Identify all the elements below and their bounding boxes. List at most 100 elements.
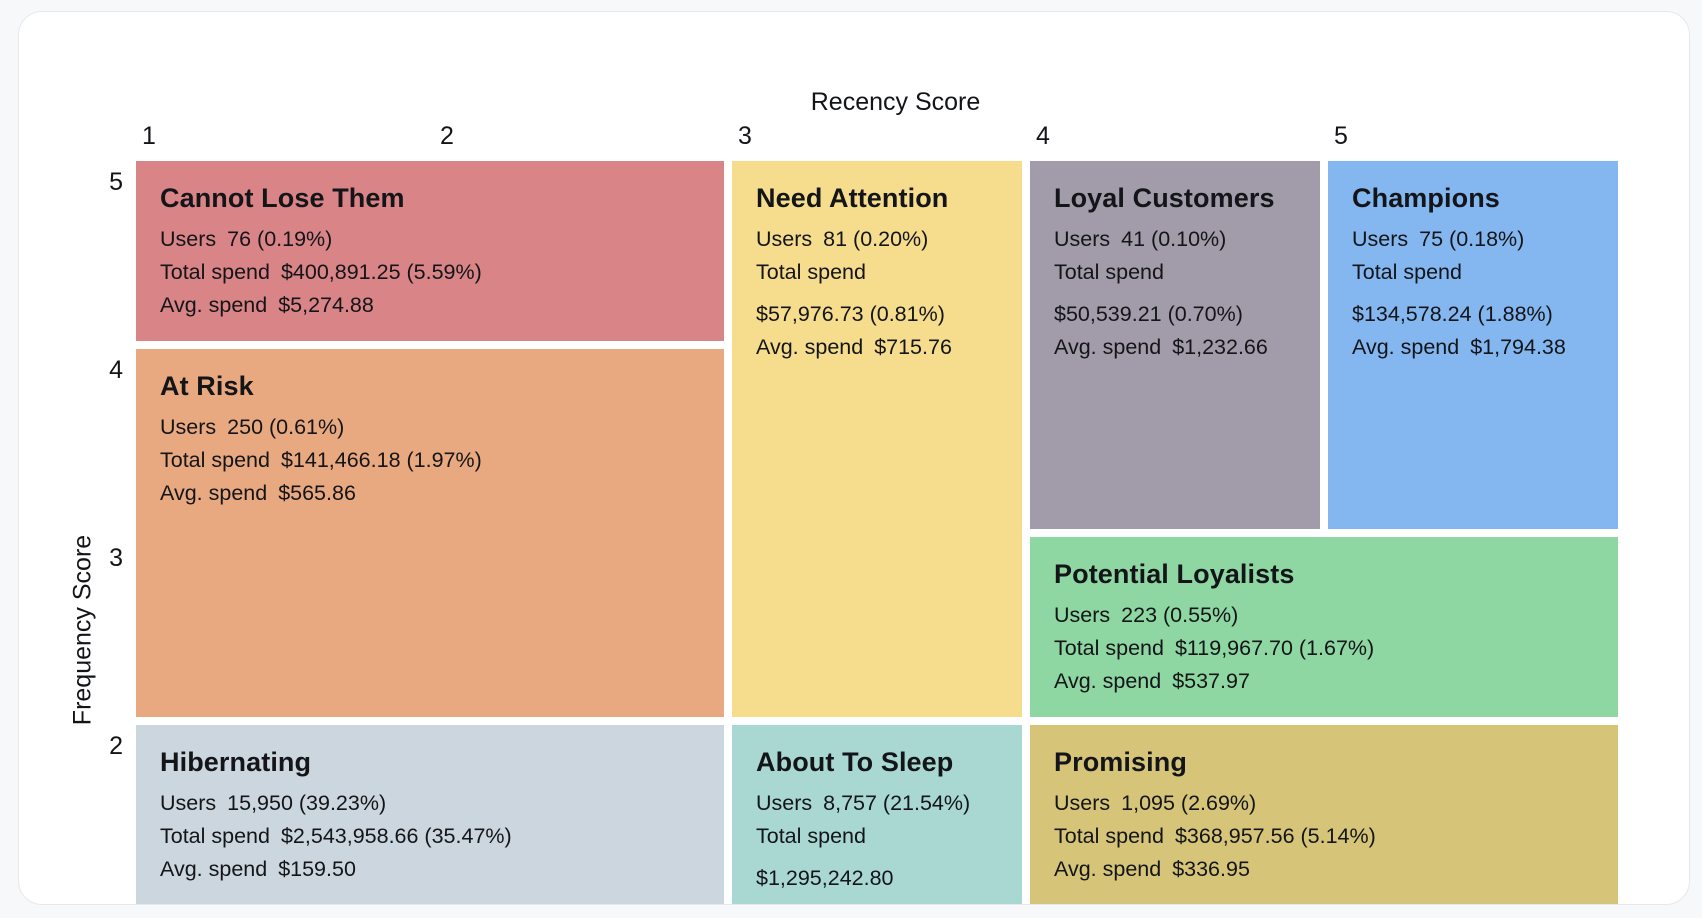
stat-total_spend-label-row: Total spend — [1352, 256, 1594, 289]
stat-value: $119,967.70 (1.67%) — [1174, 636, 1375, 660]
stat-total_spend-label-row: Total spend — [756, 820, 998, 853]
stat-value: $715.76 — [874, 335, 952, 359]
stat-value: $368,957.56 (5.14%) — [1174, 824, 1376, 848]
y-tick: 5 — [109, 168, 123, 196]
stat-value: 81 (0.20%) — [823, 227, 929, 251]
segment-title: Cannot Lose Them — [160, 183, 405, 213]
stat-value: 41 (0.10%) — [1121, 227, 1227, 251]
segment-title: Need Attention — [756, 183, 949, 213]
stat-label: Users — [1054, 227, 1111, 251]
x-tick: 2 — [440, 122, 454, 150]
stat-avg_spend-row: Avg. spend $537.97 — [1054, 665, 1594, 698]
segment-hibernating[interactable]: Hibernating Users 15,950 (39.23%) Total spe… — [136, 725, 724, 904]
segment-cannot-lose-them[interactable]: Cannot Lose Them Users 76 (0.19%) Total spe… — [136, 161, 724, 341]
stat-label: Users — [756, 227, 813, 251]
stat-users-row: Users 8,757 (21.54%) — [756, 787, 998, 820]
stat-value: $1,295,242.80 — [756, 866, 894, 890]
segment-potential-loyalists[interactable]: Potential Loyalists Users 223 (0.55%) Total… — [1030, 537, 1618, 717]
segment-title: Loyal Customers — [1054, 183, 1275, 213]
stat-total_spend-row: Total spend $400,891.25 (5.59%) — [160, 256, 700, 289]
segment-title: About To Sleep — [756, 747, 954, 777]
segment-at-risk[interactable]: At Risk Users 250 (0.61%) Total spend $141,4… — [136, 349, 724, 717]
stat-users-row: Users 81 (0.20%) — [756, 223, 998, 256]
stat-label: Total spend — [1054, 824, 1164, 848]
stat-label: Total spend — [756, 824, 866, 848]
stat-value: $2,543,958.66 (35.47%) — [280, 824, 512, 848]
stat-total_spend-label-row: Total spend — [1054, 256, 1296, 289]
x-tick: 1 — [142, 122, 156, 150]
y-tick: 3 — [109, 544, 123, 572]
stat-value: $1,232.66 — [1172, 335, 1268, 359]
stat-label: Avg. spend — [756, 335, 864, 359]
stat-label: Total spend — [756, 260, 866, 284]
stat-value: $159.50 — [278, 857, 356, 881]
stat-value: $565.86 — [278, 481, 356, 505]
stat-avg_spend-row: Avg. spend $1,794.38 — [1352, 331, 1594, 364]
stat-value: $336.95 — [1172, 857, 1250, 881]
stat-label: Total spend — [160, 824, 270, 848]
segment-title: Promising — [1054, 747, 1187, 777]
stat-value: 76 (0.19%) — [227, 227, 333, 251]
segment-need-attention[interactable]: Need Attention Users 81 (0.20%) Total spend… — [732, 161, 1022, 717]
y-tick: 2 — [109, 732, 123, 760]
stat-total_spend-row: Total spend $2,543,958.66 (35.47%) — [160, 820, 700, 853]
stat-value: 8,757 (21.54%) — [823, 791, 971, 815]
stat-total_spend-value-row: $1,295,242.80 — [756, 862, 998, 895]
stat-label: Avg. spend — [160, 481, 268, 505]
stat-label: Users — [1352, 227, 1409, 251]
stat-total_spend-value-row: $57,976.73 (0.81%) — [756, 298, 998, 331]
stat-value: 75 (0.18%) — [1419, 227, 1525, 251]
y-tick: 4 — [109, 356, 123, 384]
stat-value: $141,466.18 (1.97%) — [280, 448, 482, 472]
stat-value: 250 (0.61%) — [227, 415, 345, 439]
x-axis-title: Recency Score — [810, 88, 981, 116]
stat-label: Avg. spend — [1054, 857, 1162, 881]
segment-champions[interactable]: Champions Users 75 (0.18%) Total spend $134,… — [1328, 161, 1618, 529]
stat-avg_spend-row: Avg. spend $5,274.88 — [160, 289, 700, 322]
stat-avg_spend-row: Avg. spend $159.50 — [160, 853, 700, 886]
stat-value: $50,539.21 (0.70%) — [1054, 302, 1243, 326]
stat-total_spend-row: Total spend $141,466.18 (1.97%) — [160, 444, 700, 477]
stat-total_spend-row: Total spend $119,967.70 (1.67%) — [1054, 632, 1594, 665]
stat-label: Avg. spend — [1054, 335, 1162, 359]
stat-value: $1,794.38 — [1470, 335, 1566, 359]
stat-value: 1,095 (2.69%) — [1121, 791, 1257, 815]
x-tick: 3 — [738, 122, 752, 150]
stat-users-row: Users 76 (0.19%) — [160, 223, 700, 256]
stat-value: 223 (0.55%) — [1121, 603, 1239, 627]
stat-avg_spend-row: Avg. spend $336.95 — [1054, 853, 1594, 886]
stat-label: Users — [756, 791, 813, 815]
stat-label: Avg. spend — [1054, 669, 1162, 693]
stat-label: Total spend — [160, 260, 270, 284]
segment-about-to-sleep[interactable]: About To Sleep Users 8,757 (21.54%) Total s… — [732, 725, 1022, 904]
stat-total_spend-value-row: $134,578.24 (1.88%) — [1352, 298, 1594, 331]
segment-loyal-customers[interactable]: Loyal Customers Users 41 (0.10%) Total spen… — [1030, 161, 1320, 529]
stat-users-row: Users 41 (0.10%) — [1054, 223, 1296, 256]
x-tick: 4 — [1036, 122, 1050, 150]
stat-label: Users — [160, 415, 217, 439]
stat-label: Users — [160, 791, 217, 815]
stat-label: Avg. spend — [160, 857, 268, 881]
stat-value: $57,976.73 (0.81%) — [756, 302, 945, 326]
stat-value: $537.97 — [1172, 669, 1250, 693]
stat-label: Total spend — [160, 448, 270, 472]
stat-label: Avg. spend — [160, 293, 268, 317]
stat-value: $134,578.24 (1.88%) — [1352, 302, 1553, 326]
stat-total_spend-row: Total spend $368,957.56 (5.14%) — [1054, 820, 1594, 853]
stat-total_spend-label-row: Total spend — [756, 256, 998, 289]
stat-label: Total spend — [1054, 260, 1164, 284]
segment-promising[interactable]: Promising Users 1,095 (2.69%) Total spend $3… — [1030, 725, 1618, 904]
segment-title: Potential Loyalists — [1054, 559, 1295, 589]
stat-value: $5,274.88 — [278, 293, 374, 317]
stat-users-row: Users 1,095 (2.69%) — [1054, 787, 1594, 820]
stat-label: Users — [1054, 603, 1111, 627]
stat-value: 15,950 (39.23%) — [227, 791, 387, 815]
stat-users-row: Users 223 (0.55%) — [1054, 599, 1594, 632]
stat-label: Users — [160, 227, 217, 251]
segment-title: Champions — [1352, 183, 1500, 213]
stat-avg_spend-row: Avg. spend $565.86 — [160, 477, 700, 510]
stat-users-row: Users 15,950 (39.23%) — [160, 787, 700, 820]
segment-title: At Risk — [160, 371, 254, 401]
stat-total_spend-value-row: $50,539.21 (0.70%) — [1054, 298, 1296, 331]
